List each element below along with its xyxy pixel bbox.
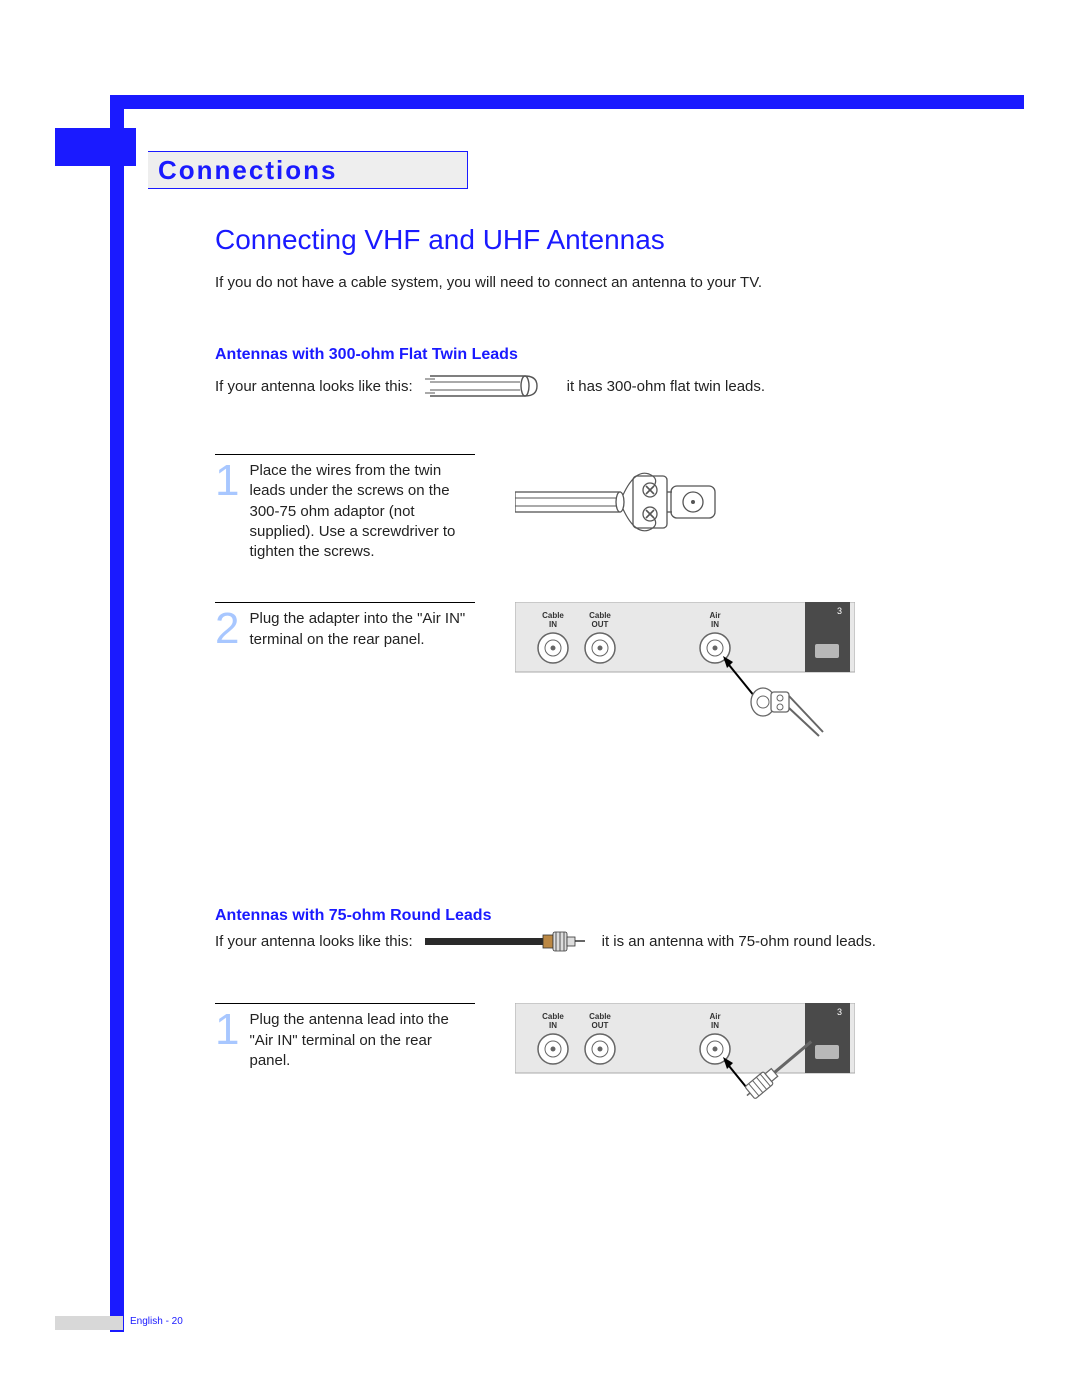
step-number: 1 xyxy=(215,461,239,562)
svg-text:Cable: Cable xyxy=(589,1012,611,1021)
content-area: Connecting VHF and UHF Antennas If you d… xyxy=(215,224,960,1158)
svg-text:3: 3 xyxy=(837,1007,842,1017)
page-title: Connecting VHF and UHF Antennas xyxy=(215,224,960,256)
svg-text:Cable: Cable xyxy=(589,611,611,620)
step-left: 2 Plug the adapter into the "Air IN" ter… xyxy=(215,602,475,650)
step-diagram: 3 Cable IN Cable OUT xyxy=(515,1003,960,1158)
svg-text:Air: Air xyxy=(709,1012,720,1021)
section-title: Connections xyxy=(158,155,337,186)
flat-leads-title: Antennas with 300-ohm Flat Twin Leads xyxy=(215,346,960,364)
section-header: Connections xyxy=(148,151,468,189)
svg-text:OUT: OUT xyxy=(592,1021,609,1030)
round-section: Antennas with 75-ohm Round Leads If your… xyxy=(215,907,960,1158)
round-leads-row: If your antenna looks like this: it is a… xyxy=(215,929,960,953)
step-diagram: 3 Cable IN Cable OUT Air IN xyxy=(515,602,960,757)
step-diagram xyxy=(515,454,960,554)
round-leads-title: Antennas with 75-ohm Round Leads xyxy=(215,907,960,925)
rear-panel-icon: 3 Cable IN Cable OUT xyxy=(515,1003,855,1153)
step-text: Place the wires from the twin leads unde… xyxy=(249,461,475,562)
flat-step-2: 2 Plug the adapter into the "Air IN" ter… xyxy=(215,602,960,757)
frame-top xyxy=(110,95,1024,109)
frame-left xyxy=(110,95,124,1332)
step-left: 1 Plug the antenna lead into the "Air IN… xyxy=(215,1003,475,1071)
svg-text:Cable: Cable xyxy=(542,611,564,620)
flat-leads-row: If your antenna looks like this: it has … xyxy=(215,368,960,404)
svg-text:IN: IN xyxy=(711,620,719,629)
svg-text:IN: IN xyxy=(549,1021,557,1030)
step-number: 2 xyxy=(215,609,239,650)
footer-tab xyxy=(55,1316,123,1330)
page-footer: English - 20 xyxy=(130,1316,183,1327)
svg-text:Cable: Cable xyxy=(542,1012,564,1021)
flat-lead-prefix: If your antenna looks like this: xyxy=(215,378,413,395)
rear-panel-icon: 3 Cable IN Cable OUT Air IN xyxy=(515,602,855,752)
step-text: Plug the adapter into the "Air IN" termi… xyxy=(249,609,475,650)
round-steps: 1 Plug the antenna lead into the "Air IN… xyxy=(215,1003,960,1158)
flat-step-1: 1 Place the wires from the twin leads un… xyxy=(215,454,960,562)
round-lead-prefix: If your antenna looks like this: xyxy=(215,933,413,950)
round-step-1: 1 Plug the antenna lead into the "Air IN… xyxy=(215,1003,960,1158)
flat-lead-suffix: it has 300-ohm flat twin leads. xyxy=(567,378,765,395)
svg-text:IN: IN xyxy=(549,620,557,629)
step-left: 1 Place the wires from the twin leads un… xyxy=(215,454,475,562)
svg-text:OUT: OUT xyxy=(592,620,609,629)
svg-text:Air: Air xyxy=(709,611,720,620)
header-tab-block xyxy=(55,128,136,166)
step-text: Plug the antenna lead into the "Air IN" … xyxy=(249,1010,475,1071)
intro-text: If you do not have a cable system, you w… xyxy=(215,274,960,291)
step-number: 1 xyxy=(215,1010,239,1071)
flat-twin-lead-icon xyxy=(425,368,555,404)
svg-text:3: 3 xyxy=(837,606,842,616)
round-lead-suffix: it is an antenna with 75-ohm round leads… xyxy=(602,933,876,950)
adaptor-diagram-icon xyxy=(515,454,725,549)
svg-text:IN: IN xyxy=(711,1021,719,1030)
flat-steps: 1 Place the wires from the twin leads un… xyxy=(215,454,960,757)
round-lead-icon xyxy=(425,929,590,953)
